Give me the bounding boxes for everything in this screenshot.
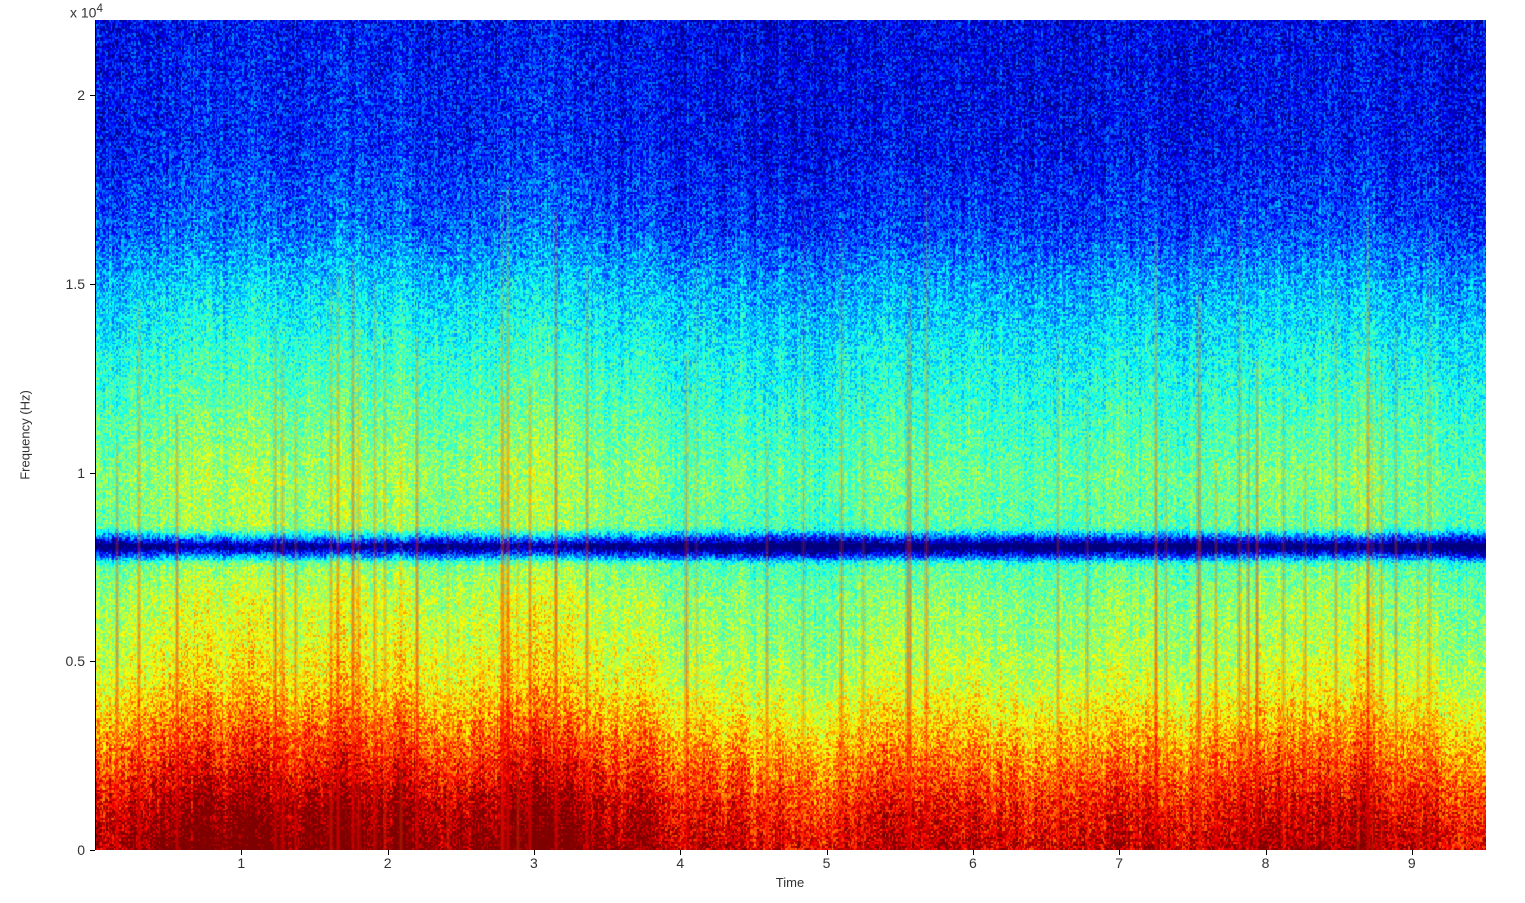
x-tick — [1266, 850, 1267, 855]
y-tick — [90, 661, 95, 662]
x-tick-label: 6 — [969, 855, 977, 871]
x-tick — [1412, 850, 1413, 855]
y-tick-label: 1.5 — [45, 276, 85, 292]
x-tick — [973, 850, 974, 855]
x-tick — [388, 850, 389, 855]
x-tick — [680, 850, 681, 855]
y-tick-label: 2 — [45, 87, 85, 103]
y-axis-label: Frequency (Hz) — [18, 390, 33, 480]
x-tick — [827, 850, 828, 855]
y-tick — [90, 284, 95, 285]
x-tick-label: 1 — [237, 855, 245, 871]
y-tick — [90, 473, 95, 474]
y-axis-exponent: x 104 — [70, 2, 103, 21]
spectrogram-canvas — [96, 20, 1486, 850]
x-tick-label: 9 — [1408, 855, 1416, 871]
y-tick-label: 1 — [45, 465, 85, 481]
plot-area — [95, 20, 1485, 850]
y-tick — [90, 850, 95, 851]
y-tick — [90, 95, 95, 96]
x-tick — [534, 850, 535, 855]
y-tick-label: 0 — [45, 842, 85, 858]
x-tick — [1119, 850, 1120, 855]
x-tick-label: 8 — [1262, 855, 1270, 871]
x-axis-label: Time — [776, 875, 804, 890]
spectrogram-chart — [95, 20, 1485, 850]
x-tick-label: 7 — [1115, 855, 1123, 871]
x-tick-label: 2 — [384, 855, 392, 871]
x-tick-label: 3 — [530, 855, 538, 871]
y-tick-label: 0.5 — [45, 653, 85, 669]
x-tick-label: 4 — [676, 855, 684, 871]
x-tick — [241, 850, 242, 855]
x-tick-label: 5 — [823, 855, 831, 871]
